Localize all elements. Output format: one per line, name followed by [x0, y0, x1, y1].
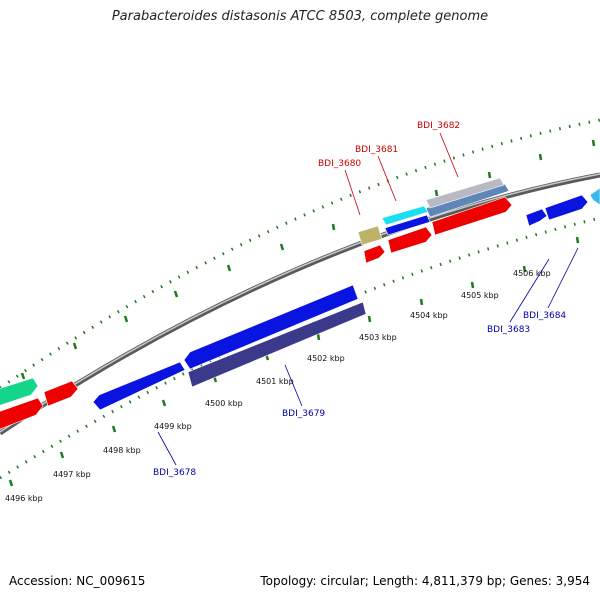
outer-tick-ring — [0, 118, 600, 390]
gene-label-forward: BDI_3682 — [417, 121, 460, 131]
gene-arrow-blue — [92, 361, 186, 411]
gene-arrow-red — [43, 380, 79, 407]
gene-arrow-red — [363, 244, 386, 264]
gene-khaki-box — [357, 225, 383, 246]
gene-arrow-blue — [544, 194, 589, 221]
gene-arrow-sky — [589, 187, 600, 206]
gene-label-reverse: BDI_3678 — [153, 468, 196, 478]
tick-label: 4501 kbp — [256, 377, 294, 386]
inner-tick-ring — [0, 216, 600, 480]
gene-arrow-gray — [425, 177, 505, 209]
gene-label-forward: BDI_3681 — [355, 145, 398, 155]
gene-arrow-blue — [384, 214, 431, 236]
genome-backbone-highlight — [0, 173, 600, 433]
gene-arrow-darkblue — [187, 301, 367, 388]
tick-label: 4500 kbp — [205, 399, 243, 408]
tick-label: 4496 kbp — [5, 494, 43, 503]
gene-arrow-blue-long — [183, 284, 359, 370]
reverse-gene-labels: BDI_3678 BDI_3679 BDI_3683 BDI_3684 — [153, 247, 579, 478]
outer-major-ticks — [20, 139, 596, 380]
tick-label: 4499 kbp — [154, 422, 192, 431]
leader-line — [439, 132, 459, 178]
gene-arrow-red — [0, 397, 44, 430]
accession-text: Accession: NC_009615 — [9, 574, 146, 588]
leader-line — [377, 155, 397, 202]
inner-major-ticks — [8, 236, 580, 487]
tick-label: 4506 kbp — [513, 269, 551, 278]
genome-backbone — [0, 172, 600, 436]
map-title: Parabacteroides distasonis ATCC 8503, co… — [111, 9, 489, 24]
tick-label: 4498 kbp — [103, 446, 141, 455]
reverse-genes — [92, 284, 367, 411]
gene-label-reverse: BDI_3679 — [282, 409, 325, 419]
gene-label-reverse: BDI_3683 — [487, 325, 530, 335]
tick-label: 4497 kbp — [53, 470, 91, 479]
leader-line — [284, 364, 303, 407]
genome-summary-text: Topology: circular; Length: 4,811,379 bp… — [260, 574, 590, 588]
gene-arrow-green — [0, 377, 39, 406]
leader-line — [157, 431, 177, 466]
tick-label: 4502 kbp — [307, 354, 345, 363]
gene-arrow-blue-small — [525, 208, 548, 227]
gene-label-reverse: BDI_3684 — [523, 311, 566, 321]
leader-line — [509, 258, 550, 323]
gene-arrow-red — [431, 196, 513, 236]
forward-gene-labels: BDI_3680 BDI_3681 BDI_3682 — [318, 121, 460, 216]
forward-genes — [0, 177, 600, 430]
gene-arrow-red — [387, 226, 433, 254]
tick-label: 4503 kbp — [359, 333, 397, 342]
leader-line — [344, 169, 361, 216]
tick-label: 4505 kbp — [461, 291, 499, 300]
tick-label: 4504 kbp — [410, 311, 448, 320]
leader-line — [547, 247, 579, 309]
gene-label-forward: BDI_3680 — [318, 159, 361, 169]
